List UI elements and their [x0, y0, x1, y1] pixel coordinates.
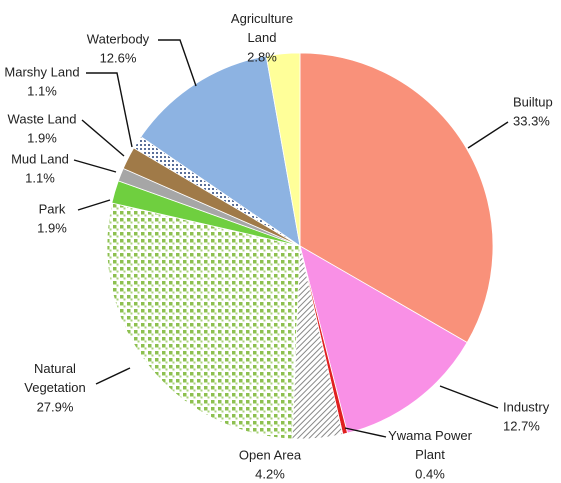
- leader-line: [158, 39, 197, 87]
- pie-slice: [299, 245, 468, 434]
- value-label: 1.1%: [27, 83, 57, 98]
- value-label: 1.1%: [25, 170, 55, 185]
- slice-label: Open Area: [239, 447, 302, 462]
- leader-line: [86, 72, 133, 148]
- value-label: 1.9%: [27, 130, 57, 145]
- value-label: 33.3%: [513, 113, 550, 128]
- slice-label: Industry: [503, 399, 550, 414]
- value-label: 0.4%: [415, 466, 445, 481]
- value-label: 12.6%: [100, 50, 137, 65]
- slice-label: Park: [39, 201, 66, 216]
- leader-line: [81, 119, 125, 157]
- leader-line: [467, 121, 509, 149]
- leader-line: [73, 159, 117, 173]
- slice-label: Ywama Power Plant: [388, 428, 472, 462]
- value-label: 2.8%: [247, 49, 277, 64]
- leader-line: [344, 427, 387, 438]
- slice-label: Mud Land: [11, 151, 69, 166]
- value-label: 12.7%: [503, 418, 540, 433]
- leader-line: [439, 385, 499, 409]
- pie: [106, 52, 494, 440]
- slice-label: Builtup: [513, 94, 553, 109]
- value-label: 4.2%: [255, 466, 285, 481]
- pie-slice: [106, 202, 301, 440]
- slice-label: Agriculture Land: [231, 11, 293, 45]
- value-label: 1.9%: [37, 220, 67, 235]
- slice-label: Waste Land: [8, 111, 77, 126]
- leader-line: [95, 367, 131, 385]
- slice-label: Marshy Land: [4, 64, 79, 79]
- slice-label: Natural Vegetation: [24, 361, 85, 395]
- slice-label: Waterbody: [87, 31, 150, 46]
- labels: Builtup 33.3% Industry 12.7% Ywama Power Plan…: [4, 11, 552, 481]
- pie-slice: [299, 52, 494, 344]
- pie-slice: [265, 52, 301, 247]
- leader-line: [77, 199, 111, 211]
- value-label: 27.9%: [37, 399, 74, 414]
